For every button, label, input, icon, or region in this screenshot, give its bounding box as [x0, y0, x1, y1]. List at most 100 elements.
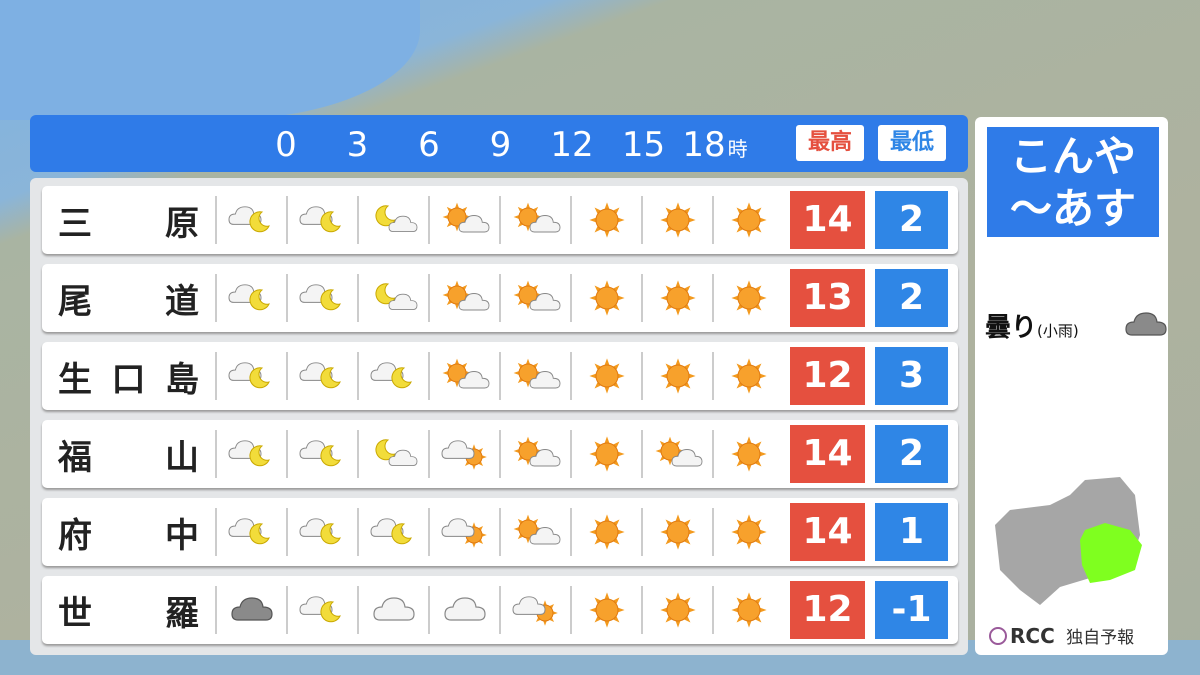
- sun-cloud-icon: [513, 202, 561, 233]
- sun-icon: [731, 202, 767, 238]
- sun-icon: [660, 202, 696, 238]
- moon-cloud-icon: [375, 439, 418, 467]
- name-char: 山: [165, 437, 199, 478]
- forecast-row: 三原 14 2: [42, 186, 958, 254]
- cloud-moon-icon: [228, 518, 270, 545]
- hour-value: 0: [275, 125, 297, 165]
- min-temp-label: 最低: [878, 125, 946, 161]
- max-temp: 12: [790, 347, 865, 405]
- weather-cell: [215, 352, 286, 400]
- sun-cloud-icon: [442, 358, 490, 389]
- dark-cloud-icon: [231, 597, 273, 621]
- name-char: 福: [58, 437, 92, 478]
- max-temp: 14: [790, 191, 865, 249]
- weather-cell: [712, 352, 783, 400]
- name-char: 尾: [58, 281, 92, 322]
- min-temp: 2: [875, 425, 948, 483]
- forecast-row: 尾道 13 2: [42, 264, 958, 332]
- side-panel: こんや 〜あす 曇り(小雨) RCC 独自予報: [975, 117, 1168, 655]
- legend: 曇り(小雨): [985, 307, 1079, 344]
- hour-unit: 時: [727, 137, 748, 161]
- min-temp: 1: [875, 503, 948, 561]
- hour-label: 3: [347, 125, 369, 165]
- name-char: 羅: [165, 593, 199, 634]
- weather-cell: [570, 586, 641, 634]
- cloud-moon-icon: [299, 362, 341, 389]
- title-line: 〜あす: [1009, 184, 1136, 233]
- weather-cell: [499, 352, 570, 400]
- hour-label: 15: [622, 125, 665, 165]
- hour-value: 9: [489, 125, 512, 165]
- forecast-row: 生口島 12 3: [42, 342, 958, 410]
- weather-cell: [286, 196, 357, 244]
- min-temp: 2: [875, 269, 948, 327]
- weather-cell: [215, 196, 286, 244]
- forecast-row: 福山 14 2: [42, 420, 958, 488]
- sun-cloud-icon: [513, 514, 561, 545]
- sun-cloud-icon: [442, 280, 490, 311]
- cloud-icon: [373, 597, 415, 621]
- weather-cell: [286, 586, 357, 634]
- sun-icon: [589, 514, 625, 550]
- cloud-sun-icon: [441, 518, 487, 548]
- name-char: 世: [58, 593, 92, 634]
- hiroshima-map: [995, 477, 1142, 605]
- map-highlight: [1080, 523, 1142, 583]
- weather-cell: [428, 586, 499, 634]
- weather-cell: [286, 274, 357, 322]
- sun-icon: [660, 514, 696, 550]
- weather-cell: [428, 430, 499, 478]
- location-name: 生口島: [42, 342, 215, 410]
- dark-cloud-icon: [1111, 301, 1181, 353]
- sun-icon: [731, 436, 767, 472]
- weather-cell: [712, 508, 783, 556]
- max-temp: 14: [790, 425, 865, 483]
- hour-label: 6: [418, 125, 440, 165]
- cloud-moon-icon: [228, 440, 270, 467]
- cloud-sun-icon: [512, 596, 558, 626]
- sun-icon: [731, 280, 767, 316]
- moon-cloud-icon: [375, 283, 418, 311]
- dark-cloud-icon: [1125, 312, 1167, 336]
- cloud-moon-icon: [228, 284, 270, 311]
- weather-cell: [428, 352, 499, 400]
- sun-icon: [731, 592, 767, 628]
- forecast-table: 三原 14 2 尾道 13 2 生口島 12 3 福山 14 2 府中 14 1 世羅 12 -1: [30, 178, 968, 655]
- weather-cell: [286, 352, 357, 400]
- cloud-moon-icon: [299, 206, 341, 233]
- name-char: 道: [165, 281, 199, 322]
- hour-value: 12: [550, 125, 594, 165]
- name-char: 中: [165, 515, 199, 556]
- weather-cell: [641, 508, 712, 556]
- weather-cell: [215, 430, 286, 478]
- min-temp: 3: [875, 347, 948, 405]
- sun-cloud-icon: [513, 358, 561, 389]
- max-temp: 12: [790, 581, 865, 639]
- sun-icon: [589, 592, 625, 628]
- location-name: 福山: [42, 420, 215, 488]
- location-name: 府中: [42, 498, 215, 566]
- hour-label: 9: [490, 125, 512, 165]
- min-temp: -1: [875, 581, 948, 639]
- weather-cell: [215, 586, 286, 634]
- legend-sub: (小雨): [1037, 322, 1079, 340]
- hour-label: 12: [550, 125, 593, 165]
- weather-cell: [641, 274, 712, 322]
- hour-value: 6: [418, 125, 440, 165]
- cloud-icon: [444, 597, 486, 621]
- weather-cell: [499, 430, 570, 478]
- legend-main: 曇り: [985, 313, 1038, 343]
- sun-icon: [731, 514, 767, 550]
- max-temp-label: 最高: [796, 125, 864, 161]
- weather-cell: [215, 274, 286, 322]
- rcc-logo: RCC 独自予報: [989, 623, 1134, 648]
- weather-cell: [357, 196, 428, 244]
- logo-sub: 独自予報: [1066, 628, 1135, 648]
- weather-cell: [570, 508, 641, 556]
- weather-cell: [286, 430, 357, 478]
- sun-icon: [589, 280, 625, 316]
- name-char: 三: [58, 203, 92, 244]
- weather-cell: [428, 508, 499, 556]
- sun-icon: [731, 358, 767, 394]
